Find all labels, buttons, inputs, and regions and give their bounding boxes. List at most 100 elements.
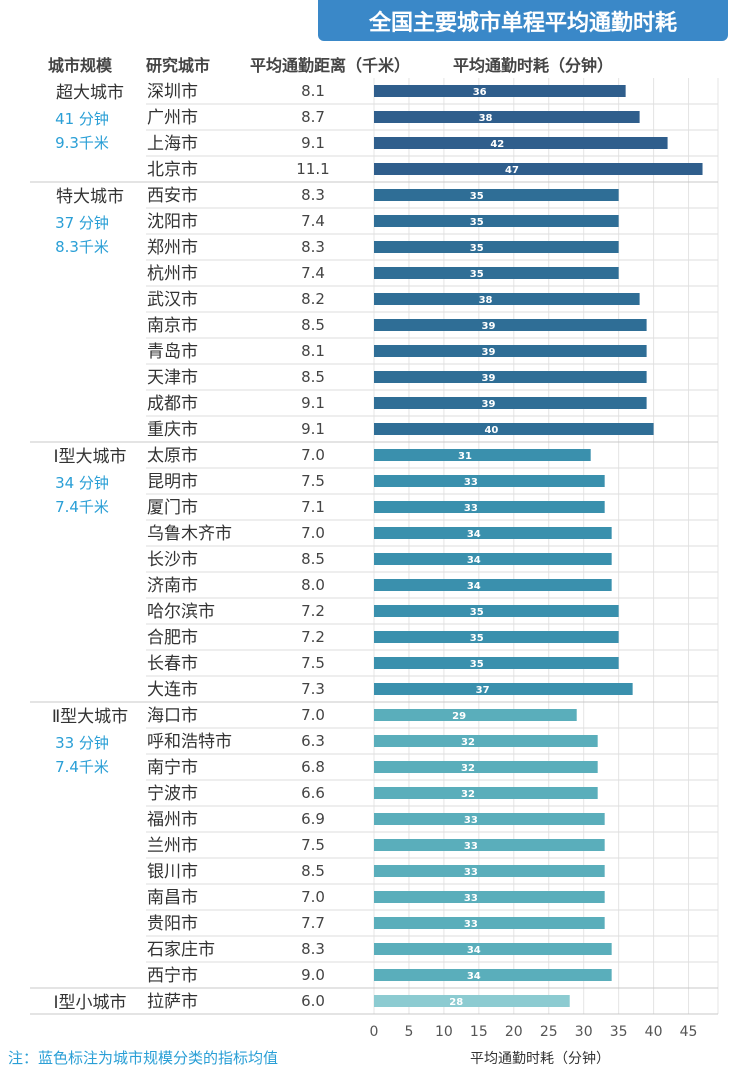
bar bbox=[374, 319, 647, 331]
x-tick-label: 35 bbox=[610, 1024, 628, 1040]
x-tick-label: 10 bbox=[435, 1024, 453, 1040]
city-name: 青岛市 bbox=[147, 342, 198, 362]
city-name: 贵阳市 bbox=[147, 914, 198, 934]
bar bbox=[374, 917, 605, 929]
bar-value-label: 39 bbox=[482, 321, 496, 332]
bar bbox=[374, 683, 633, 695]
city-distance: 7.2 bbox=[301, 628, 325, 646]
bar-value-label: 33 bbox=[464, 503, 478, 514]
city-name: 福州市 bbox=[147, 810, 198, 830]
bar-value-label: 32 bbox=[461, 789, 475, 800]
category-label: Ⅱ型大城市 bbox=[52, 707, 128, 727]
bar bbox=[374, 215, 619, 227]
x-tick-label: 40 bbox=[645, 1024, 663, 1040]
bar bbox=[374, 345, 647, 357]
city-name: 昆明市 bbox=[147, 472, 198, 492]
x-tick-label: 45 bbox=[680, 1024, 698, 1040]
city-name: 天津市 bbox=[147, 368, 198, 388]
city-name: 南宁市 bbox=[147, 758, 198, 778]
city-distance: 7.7 bbox=[301, 914, 325, 932]
city-distance: 7.5 bbox=[301, 654, 325, 672]
city-name: 宁波市 bbox=[147, 784, 198, 804]
city-name: 厦门市 bbox=[147, 498, 198, 518]
bar bbox=[374, 839, 605, 851]
city-name: 沈阳市 bbox=[147, 212, 198, 232]
category-avg-time: 34 分钟 bbox=[55, 474, 109, 492]
bar-value-label: 34 bbox=[467, 529, 481, 540]
city-distance: 8.3 bbox=[301, 940, 325, 958]
city-distance: 6.3 bbox=[301, 732, 325, 750]
city-distance: 9.1 bbox=[301, 134, 325, 152]
city-distance: 11.1 bbox=[296, 160, 329, 178]
bar-value-label: 47 bbox=[505, 165, 519, 176]
bar-value-label: 33 bbox=[464, 841, 478, 852]
city-name: 银川市 bbox=[147, 862, 198, 882]
bar bbox=[374, 579, 612, 591]
bar-value-label: 33 bbox=[464, 867, 478, 878]
city-name: 石家庄市 bbox=[147, 940, 215, 960]
city-distance: 7.0 bbox=[301, 446, 325, 464]
city-distance: 8.5 bbox=[301, 550, 325, 568]
bar bbox=[374, 293, 640, 305]
bar bbox=[374, 85, 626, 97]
x-axis-label: 平均通勤时耗（分钟） bbox=[470, 1050, 610, 1067]
bar bbox=[374, 943, 612, 955]
bar bbox=[374, 631, 619, 643]
city-name: 郑州市 bbox=[147, 238, 198, 258]
bar-value-label: 35 bbox=[470, 659, 484, 670]
x-tick-label: 15 bbox=[470, 1024, 488, 1040]
x-tick-label: 0 bbox=[370, 1024, 379, 1040]
category-label: 特大城市 bbox=[56, 187, 124, 207]
category-avg-distance: 7.4千米 bbox=[55, 758, 109, 776]
bar-value-label: 39 bbox=[482, 373, 496, 384]
bar-value-label: 33 bbox=[464, 919, 478, 930]
bar-value-label: 40 bbox=[484, 425, 498, 436]
city-distance: 7.5 bbox=[301, 472, 325, 490]
bar-value-label: 38 bbox=[479, 295, 493, 306]
city-name: 哈尔滨市 bbox=[147, 602, 215, 622]
bar-value-label: 36 bbox=[473, 87, 487, 98]
city-distance: 9.0 bbox=[301, 966, 325, 984]
city-distance: 8.0 bbox=[301, 576, 325, 594]
bar bbox=[374, 241, 619, 253]
city-name: 济南市 bbox=[147, 576, 198, 596]
category-avg-time: 41 分钟 bbox=[55, 110, 109, 128]
city-distance: 7.0 bbox=[301, 888, 325, 906]
bar bbox=[374, 371, 647, 383]
bar bbox=[374, 137, 668, 149]
bar bbox=[374, 111, 640, 123]
city-name: 北京市 bbox=[147, 160, 198, 180]
category-avg-distance: 7.4千米 bbox=[55, 498, 109, 516]
city-name: 南昌市 bbox=[147, 888, 198, 908]
category-avg-distance: 9.3千米 bbox=[55, 134, 109, 152]
city-name: 乌鲁木齐市 bbox=[147, 524, 232, 544]
city-distance: 9.1 bbox=[301, 420, 325, 438]
bar-value-label: 33 bbox=[464, 893, 478, 904]
x-axis: 0 5 10 15 20 25 30 35 40 45 平均通勤时耗（分钟） bbox=[370, 1024, 698, 1067]
city-name: 深圳市 bbox=[147, 82, 198, 102]
chart-title: 全国主要城市单程平均通勤时耗 bbox=[318, 0, 728, 41]
category-avg-distance: 8.3千米 bbox=[55, 238, 109, 256]
city-distance: 8.1 bbox=[301, 342, 325, 360]
bar-value-label: 28 bbox=[449, 997, 463, 1008]
city-name: 长春市 bbox=[147, 654, 198, 674]
bar bbox=[374, 267, 619, 279]
bar bbox=[374, 189, 619, 201]
bar-value-label: 33 bbox=[464, 815, 478, 826]
city-distance: 6.9 bbox=[301, 810, 325, 828]
bar-value-label: 37 bbox=[476, 685, 490, 696]
city-name: 杭州市 bbox=[147, 264, 198, 284]
city-name: 西宁市 bbox=[147, 966, 198, 986]
header-2: 研究城市 bbox=[146, 56, 210, 75]
bar-value-label: 29 bbox=[452, 711, 466, 722]
city-distance: 8.2 bbox=[301, 290, 325, 308]
bar bbox=[374, 995, 570, 1007]
city-name: 合肥市 bbox=[147, 628, 198, 648]
bar bbox=[374, 527, 612, 539]
bar bbox=[374, 787, 598, 799]
bar bbox=[374, 501, 605, 513]
bar-value-label: 39 bbox=[482, 399, 496, 410]
city-name: 重庆市 bbox=[147, 420, 198, 440]
city-distance: 8.1 bbox=[301, 82, 325, 100]
city-distance: 7.5 bbox=[301, 836, 325, 854]
